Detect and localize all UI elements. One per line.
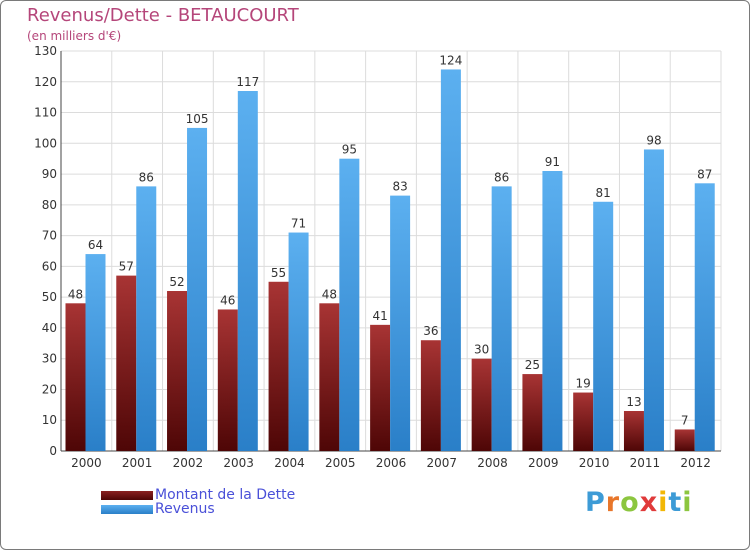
- legend-label-revenue: Revenus: [155, 501, 215, 517]
- bar-revenue: [440, 69, 461, 451]
- data-label: 105: [186, 112, 209, 126]
- y-tick-label: 40: [42, 321, 57, 335]
- bar-debt: [420, 340, 441, 451]
- bar-debt: [573, 392, 594, 451]
- legend-label-debt: Montant de la Dette: [155, 487, 296, 503]
- bar-revenue: [694, 183, 715, 452]
- x-tick-label: 2009: [528, 456, 559, 470]
- bar-debt: [116, 275, 137, 451]
- proxiti-logo: Proxiti: [585, 487, 693, 518]
- data-label: 55: [271, 266, 286, 280]
- y-tick-label: 60: [42, 259, 57, 273]
- y-tick-label: 100: [34, 136, 57, 150]
- data-label: 64: [88, 238, 103, 252]
- data-label: 91: [545, 155, 560, 169]
- bar-debt: [471, 358, 492, 451]
- x-tick-label: 2005: [325, 456, 356, 470]
- x-tick-label: 2007: [426, 456, 457, 470]
- data-label: 81: [596, 186, 611, 200]
- bar-revenue: [491, 186, 512, 451]
- data-label: 71: [291, 217, 306, 231]
- bar-revenue: [643, 149, 664, 451]
- bar-debt: [319, 303, 340, 451]
- data-label: 87: [697, 167, 712, 181]
- logo-letter: o: [620, 487, 640, 518]
- y-tick-label: 50: [42, 290, 57, 304]
- legend-swatch-debt: [101, 490, 153, 500]
- data-label: 98: [646, 133, 661, 147]
- data-label: 95: [342, 143, 357, 157]
- data-label: 46: [220, 293, 235, 307]
- x-tick-label: 2011: [630, 456, 661, 470]
- bar-revenue: [390, 195, 411, 451]
- x-tick-label: 2001: [122, 456, 153, 470]
- bar-debt: [268, 281, 289, 451]
- bar-revenue: [593, 201, 614, 451]
- data-label: 52: [169, 275, 184, 289]
- y-tick-label: 0: [49, 444, 57, 458]
- data-label: 30: [474, 343, 489, 357]
- bar-debt: [167, 291, 188, 451]
- x-tick-label: 2002: [173, 456, 204, 470]
- y-tick-label: 110: [34, 106, 57, 120]
- logo-letter: i: [682, 487, 693, 518]
- y-tick-label: 90: [42, 167, 57, 181]
- data-label: 86: [494, 170, 509, 184]
- y-tick-label: 80: [42, 198, 57, 212]
- bar-debt: [65, 303, 86, 451]
- data-label: 25: [525, 358, 540, 372]
- data-label: 48: [322, 287, 337, 301]
- x-tick-label: 2008: [477, 456, 508, 470]
- data-label: 86: [139, 170, 154, 184]
- y-tick-label: 130: [34, 44, 57, 58]
- legend-swatch-revenue: [101, 504, 153, 514]
- data-label: 7: [681, 413, 689, 427]
- bar-revenue: [136, 186, 157, 451]
- x-tick-label: 2012: [680, 456, 711, 470]
- data-label: 19: [576, 377, 591, 391]
- bar-revenue: [288, 232, 309, 451]
- data-label: 36: [423, 324, 438, 338]
- bar-revenue: [237, 91, 258, 451]
- bar-revenue: [542, 171, 563, 451]
- logo-letter: P: [585, 487, 606, 518]
- data-label: 57: [119, 260, 134, 274]
- legend-item-debt: Montant de la Dette: [101, 487, 295, 503]
- data-label: 13: [626, 395, 641, 409]
- legend-item-revenue: Revenus: [101, 501, 215, 517]
- data-label: 117: [236, 75, 259, 89]
- y-tick-label: 10: [42, 413, 57, 427]
- data-label: 41: [372, 309, 387, 323]
- bar-revenue: [187, 127, 208, 451]
- y-tick-label: 30: [42, 352, 57, 366]
- y-tick-label: 120: [34, 75, 57, 89]
- x-tick-label: 2000: [71, 456, 102, 470]
- bar-debt: [623, 411, 644, 451]
- data-label: 124: [439, 53, 462, 67]
- data-label: 83: [392, 180, 407, 194]
- bar-debt: [217, 309, 238, 451]
- logo-letter: t: [668, 487, 683, 518]
- logo-letter: x: [639, 487, 659, 518]
- bar-debt: [370, 324, 391, 451]
- chart-title: Revenus/Dette - BETAUCOURT: [27, 5, 299, 26]
- x-tick-label: 2003: [223, 456, 254, 470]
- y-tick-label: 20: [42, 382, 57, 396]
- x-tick-label: 2010: [579, 456, 610, 470]
- data-label: 48: [68, 287, 83, 301]
- logo-letter: r: [605, 487, 621, 518]
- x-tick-label: 2004: [274, 456, 305, 470]
- bar-revenue: [339, 158, 360, 451]
- bar-debt: [522, 374, 543, 451]
- x-tick-label: 2006: [376, 456, 407, 470]
- bar-debt: [674, 429, 695, 451]
- logo-letter: i: [658, 487, 669, 518]
- chart-subtitle: (en milliers d'€): [27, 29, 122, 43]
- y-tick-label: 70: [42, 229, 57, 243]
- bar-revenue: [85, 254, 106, 451]
